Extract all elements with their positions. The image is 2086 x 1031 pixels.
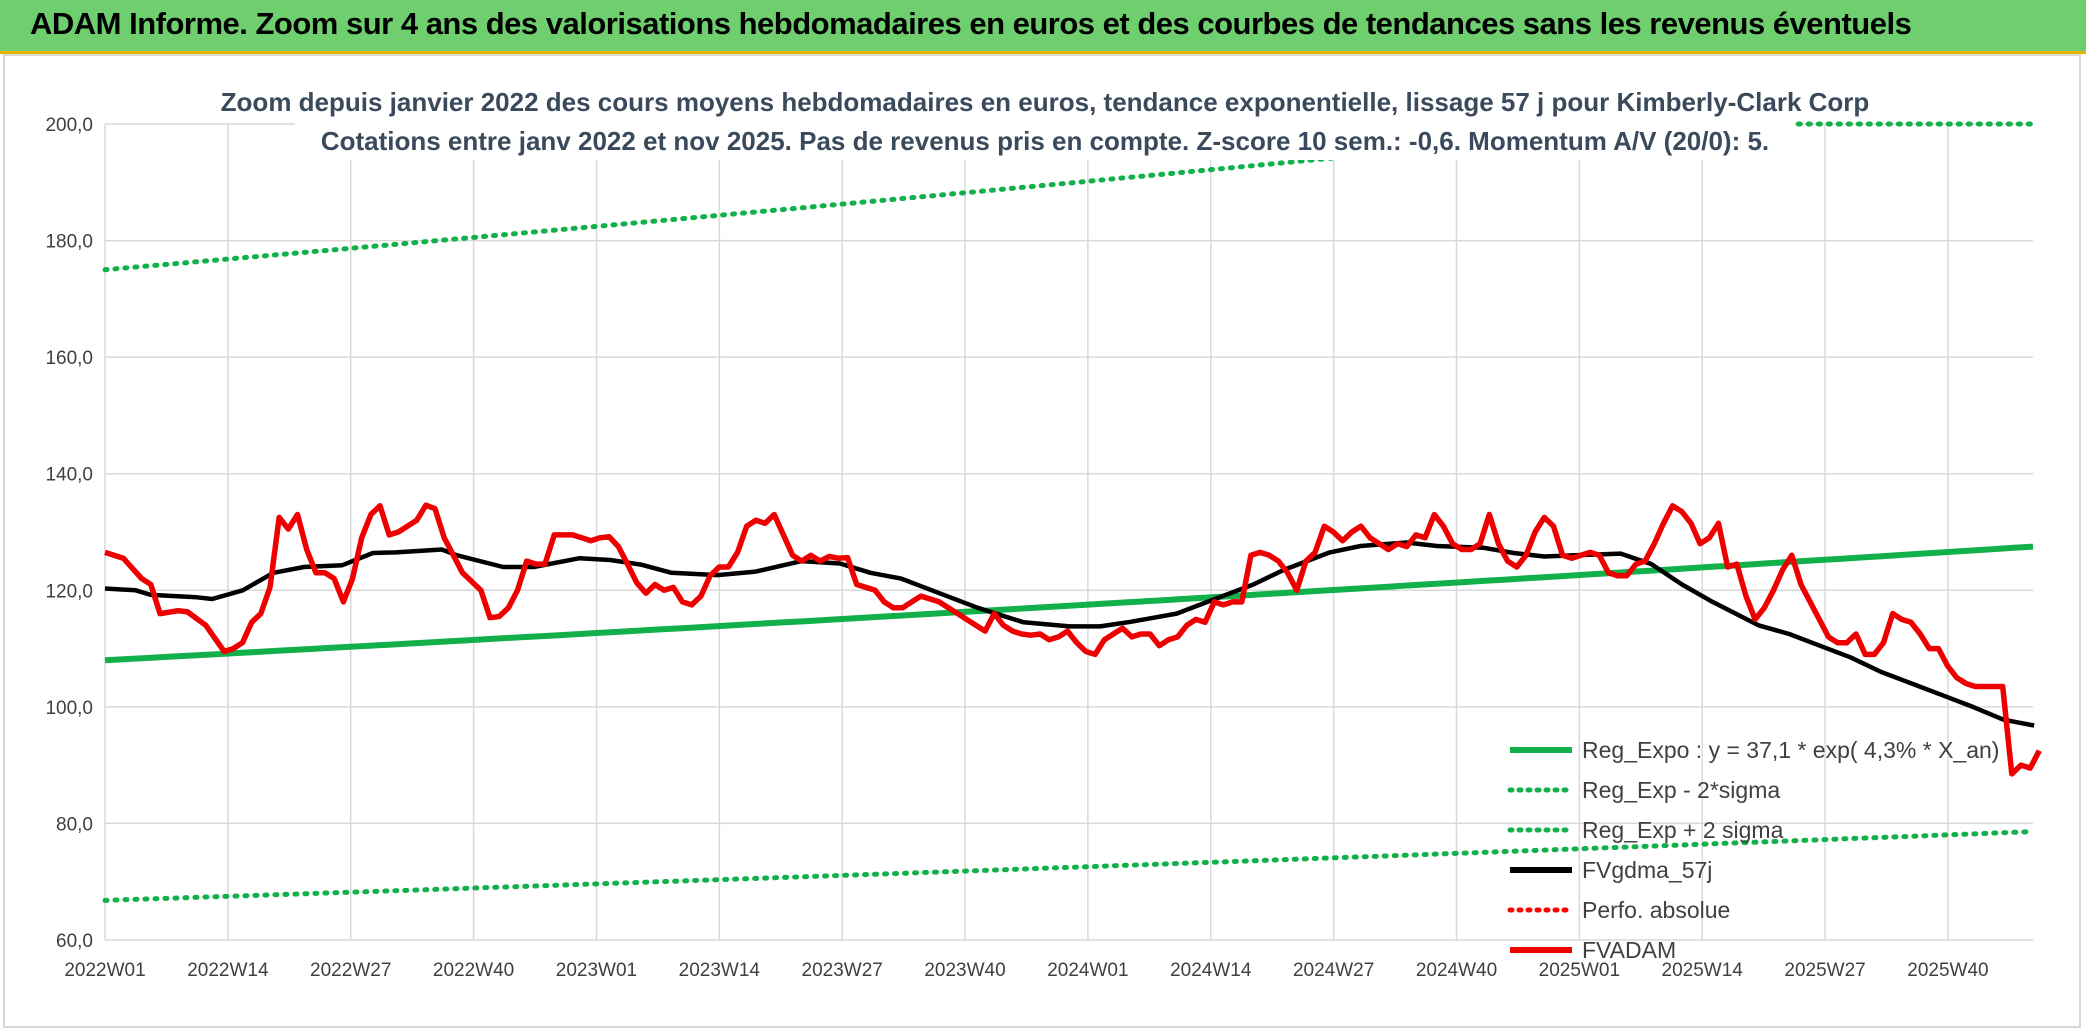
- x-tick-label: 2024W27: [1293, 960, 1374, 981]
- title-background: [295, 82, 1795, 160]
- y-tick-label: 80,0: [56, 814, 93, 835]
- x-tick-label: 2023W27: [802, 960, 883, 981]
- legend-label-reg_plus: Reg_Exp + 2 sigma: [1582, 817, 1784, 843]
- x-tick-label: 2025W40: [1907, 960, 1988, 981]
- x-tick-label: 2023W14: [679, 960, 761, 981]
- y-tick-label: 60,0: [56, 931, 93, 952]
- series-fvadam: [104, 502, 2042, 777]
- x-axis: 2022W01 2022W14 2022W27 2022W40 2023W01 2023W…: [64, 960, 1988, 981]
- legend-label-fvgdma: FVgdma_57j: [1582, 857, 1712, 883]
- x-tick-label: 2022W14: [187, 960, 269, 981]
- x-tick-label: 2024W01: [1047, 960, 1128, 981]
- legend-label-reg_expo: Reg_Expo : y = 37,1 * exp( 4,3% * X_an): [1582, 737, 1999, 763]
- header-bar: ADAM Informe. Zoom sur 4 ans des valoris…: [0, 0, 2086, 54]
- series-reg-expo: [104, 543, 2034, 664]
- gridlines: [104, 123, 2033, 941]
- x-tick-label: 2024W40: [1416, 960, 1497, 981]
- chart-frame: Zoom depuis janvier 2022 des cours moyen…: [3, 54, 2081, 1028]
- y-tick-label: 160,0: [45, 348, 93, 369]
- chart-title-line2: Cotations entre janv 2022 et nov 2025. P…: [321, 126, 1769, 156]
- y-axis: 200,0 180,0 160,0 140,0 120,0 100,0 80,0 60,0: [45, 115, 93, 952]
- legend-label-perfo: Perfo. absolue: [1582, 897, 1730, 923]
- y-tick-label: 120,0: [45, 581, 93, 602]
- legend-label-fvadam: FVADAM: [1582, 937, 1676, 963]
- y-tick-label: 100,0: [45, 698, 93, 719]
- y-tick-label: 140,0: [45, 465, 93, 486]
- x-tick-label: 2022W27: [310, 960, 391, 981]
- y-tick-label: 180,0: [45, 232, 93, 253]
- page-title: ADAM Informe. Zoom sur 4 ans des valoris…: [30, 6, 1912, 41]
- x-tick-label: 2023W01: [556, 960, 637, 981]
- x-tick-label: 2025W14: [1662, 960, 1744, 981]
- x-tick-label: 2024W14: [1170, 960, 1252, 981]
- y-tick-label: 200,0: [45, 115, 93, 136]
- legend: Reg_Expo : y = 37,1 * exp( 4,3% * X_an) R…: [1507, 737, 1999, 963]
- chart-title-line1: Zoom depuis janvier 2022 des cours moyen…: [221, 87, 1870, 117]
- x-tick-label: 2023W40: [924, 960, 1005, 981]
- x-tick-label: 2025W27: [1784, 960, 1865, 981]
- chart: Zoom depuis janvier 2022 des cours moyen…: [45, 82, 2042, 981]
- legend-label-reg_minus: Reg_Exp - 2*sigma: [1582, 777, 1780, 803]
- x-tick-label: 2025W01: [1539, 960, 1620, 981]
- x-tick-label: 2022W40: [433, 960, 514, 981]
- series-fvgdma-57j: [104, 540, 2035, 728]
- series-reg-exp-minus-2-sigma: [102, 829, 2036, 903]
- x-tick-label: 2022W01: [64, 960, 145, 981]
